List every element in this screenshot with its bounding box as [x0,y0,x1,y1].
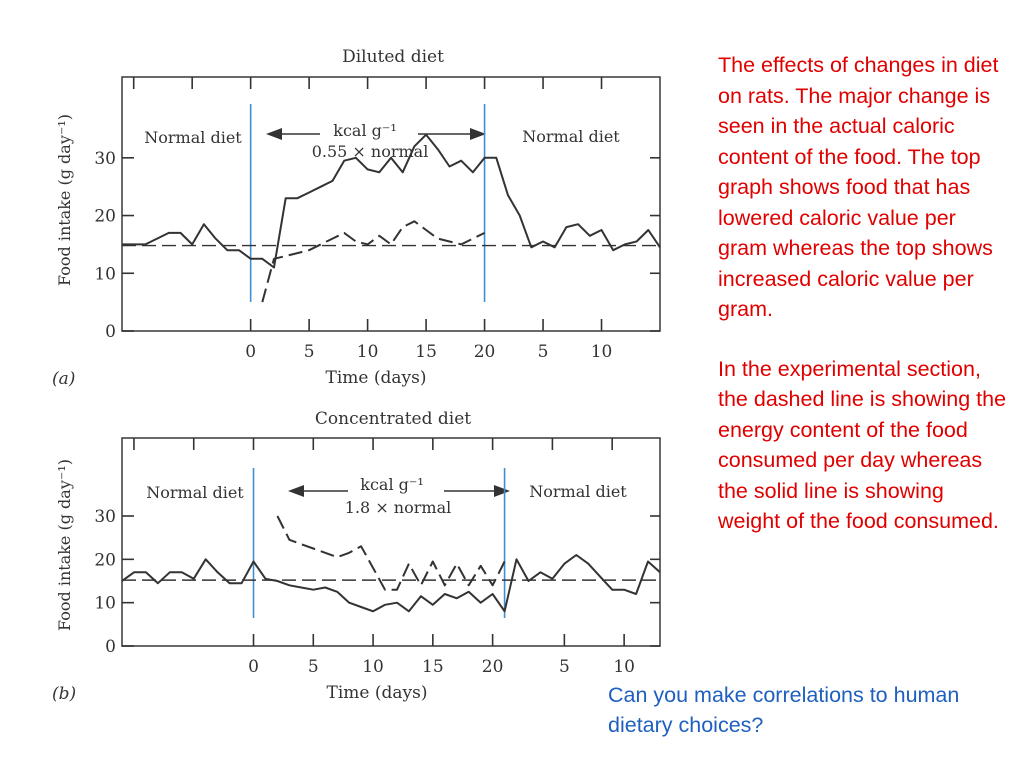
y-tick-label: 0 [105,322,116,342]
panel-b-ylabel: Food intake (g day⁻¹) [55,459,74,631]
figure-panels: Diluted diet Food intake (g day⁻¹) Time … [52,47,661,704]
panel-b-arrow-label-unit: kcal g⁻¹ [360,475,424,494]
panel-a-period-right-label: Normal diet [522,127,620,146]
panel-a-arrow-label-factor: 0.55 × normal [312,142,429,161]
x-tick-label: 20 [482,657,504,677]
discussion-question: Can you make correlations to human dieta… [608,683,960,737]
panel-b-label: (b) [52,684,76,704]
panel-a-series [122,133,661,303]
x-tick-label: 5 [559,657,570,677]
x-tick-label: 5 [304,342,315,362]
panel-b-arrow-left-head [288,485,304,497]
panel-a-period-left-label: Normal diet [144,128,242,147]
panel-a-duration-arrow [266,128,486,140]
y-tick-label: 30 [94,149,116,169]
food-weight-solid-line [122,133,661,269]
panel-a-ylabel: Food intake (g day⁻¹) [55,114,74,286]
panel-b-period-right-label: Normal diet [529,482,627,501]
panel-a-period-dividers [249,104,486,302]
x-tick-label: 20 [474,342,496,362]
x-tick-label: 0 [248,657,259,677]
panel-a-x-tick-labels: 0 5 10 15 20 5 10 [245,342,612,362]
y-tick-label: 30 [94,507,116,527]
x-tick-label: 10 [362,657,384,677]
panel-a-arrow-label-unit: kcal g⁻¹ [333,121,397,140]
panel-a-title: Diluted diet [342,47,444,67]
panel-a-y-tick-labels: 0 10 20 30 [94,149,116,342]
panel-b-ticks [122,438,660,647]
panel-b-title: Concentrated diet [315,409,471,429]
x-tick-label: 15 [415,342,437,362]
panel-a-chart: Diluted diet Food intake (g day⁻¹) Time … [52,47,661,389]
panel-a-xlabel: Time (days) [326,368,427,388]
explanation-paragraph-diet-effects: The effects of changes in diet on rats. … [718,53,999,321]
panel-b-xlabel: Time (days) [327,683,428,703]
x-tick-label: 15 [422,657,444,677]
energy-content-dashed-line [261,220,486,303]
panel-a-ticks [122,77,660,332]
panel-b-plot-frame [121,437,661,647]
panel-b-arrow-right-head [494,485,510,497]
y-tick-label: 10 [94,264,116,284]
panel-b-x-tick-labels: 0 5 10 15 20 5 10 [248,657,635,677]
panel-a-plot-frame [121,76,661,332]
energy-content-dashed-line [276,515,506,591]
y-tick-label: 20 [94,207,116,227]
panel-b-series [121,515,661,613]
food-weight-solid-line [121,554,661,613]
x-tick-label: 0 [245,342,256,362]
panel-a-arrow-right-head [470,128,486,140]
panel-a-label: (a) [52,369,75,389]
y-tick-label: 0 [105,637,116,657]
explanation-paragraph-line-meaning: In the experimental section, the dashed … [718,356,1007,534]
x-tick-label: 10 [591,342,613,362]
panel-b-chart: Concentrated diet Food intake (g day⁻¹) … [52,409,661,704]
panel-b-period-left-label: Normal diet [146,483,244,502]
x-tick-label: 5 [538,342,549,362]
panel-a-arrow-left-head [266,128,282,140]
panel-b-y-tick-labels: 0 10 20 30 [94,507,116,657]
x-tick-label: 5 [308,657,319,677]
y-tick-label: 10 [94,594,116,614]
x-tick-label: 10 [357,342,379,362]
y-tick-label: 20 [94,550,116,570]
x-tick-label: 10 [613,657,635,677]
panel-b-period-dividers [252,468,506,618]
explanation-notes: The effects of changes in diet on rats. … [718,50,1010,537]
panel-b-arrow-label-factor: 1.8 × normal [345,498,451,517]
panel-b-duration-arrow [288,485,510,497]
